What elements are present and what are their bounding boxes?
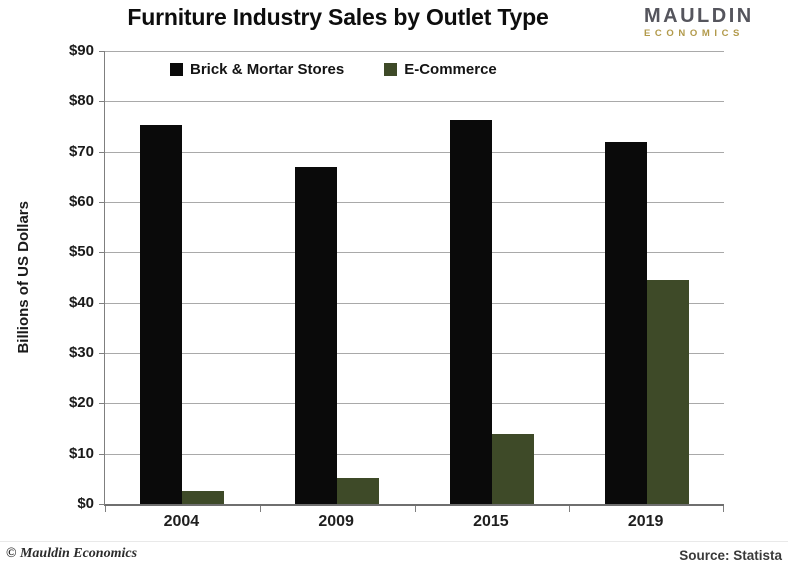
legend-label: Brick & Mortar Stores bbox=[190, 61, 345, 78]
logo-subtitle: ECONOMICS bbox=[644, 28, 744, 39]
x-axis-tick bbox=[105, 506, 106, 512]
mauldin-economics-logo: MAULDIN ECONOMICS bbox=[644, 6, 782, 39]
gridline bbox=[105, 302, 724, 304]
bar-brick-mortar-2004 bbox=[140, 124, 183, 504]
y-tick-label: $20 bbox=[68, 394, 94, 412]
bar-brick-mortar-2015 bbox=[449, 119, 492, 504]
legend-label: E-Commerce bbox=[404, 61, 497, 78]
gridline bbox=[105, 353, 724, 354]
x-axis-tick bbox=[723, 506, 724, 512]
y-axis-tick bbox=[99, 302, 105, 304]
gridline bbox=[105, 151, 724, 153]
y-tick-label: $90 bbox=[68, 42, 94, 59]
plot-area bbox=[99, 51, 724, 512]
y-tick-label: $80 bbox=[68, 92, 94, 110]
y-axis-tick bbox=[99, 101, 105, 103]
legend-item: E-Commerce bbox=[384, 61, 497, 78]
chart-title: Furniture Industry Sales by Outlet Type bbox=[127, 4, 549, 30]
logo-wordmark: MAULDIN bbox=[644, 5, 754, 27]
legend-swatch-brick-mortar bbox=[170, 63, 183, 76]
y-tick-label: $10 bbox=[68, 444, 94, 462]
gridline bbox=[105, 453, 724, 455]
legend-swatch-ecommerce bbox=[384, 63, 398, 76]
y-axis-title-wrap: Billions of US Dollars bbox=[10, 51, 36, 504]
x-axis-tick bbox=[414, 506, 416, 512]
y-tick-label: $70 bbox=[68, 142, 94, 160]
x-axis-tick bbox=[569, 506, 571, 512]
x-tick-label: 2019 bbox=[627, 513, 664, 530]
bar-brick-mortar-2019 bbox=[604, 142, 647, 504]
y-axis-tick bbox=[99, 353, 105, 354]
y-axis-tick bbox=[99, 202, 105, 203]
y-axis-tick bbox=[99, 151, 105, 153]
y-axis-tick bbox=[99, 504, 105, 505]
bar-ecommerce-2019 bbox=[646, 280, 689, 504]
source-text: Source: Statista bbox=[679, 548, 782, 563]
bar-ecommerce-2004 bbox=[182, 491, 225, 504]
y-axis-tick bbox=[99, 453, 105, 455]
y-axis-tick bbox=[99, 51, 105, 52]
x-tick-label: 2015 bbox=[473, 513, 509, 530]
copyright-text: © Mauldin Economics bbox=[6, 546, 138, 561]
x-tick-label: 2004 bbox=[163, 513, 200, 530]
y-axis-tick bbox=[99, 403, 105, 405]
legend-item: Brick & Mortar Stores bbox=[170, 61, 344, 78]
y-tick-label: $30 bbox=[68, 344, 94, 361]
legend: Brick & Mortar Stores E-Commerce bbox=[170, 61, 497, 78]
y-tick-label: $60 bbox=[68, 193, 94, 210]
y-axis-title: Billions of US Dollars bbox=[14, 201, 32, 354]
gridline bbox=[105, 202, 724, 203]
y-tick-label: $50 bbox=[68, 243, 94, 261]
gridline bbox=[105, 101, 724, 103]
y-tick-label: $40 bbox=[68, 293, 94, 311]
gridline bbox=[105, 51, 724, 52]
y-tick-label: $0 bbox=[77, 495, 94, 512]
bar-brick-mortar-2009 bbox=[295, 166, 338, 504]
x-tick-label: 2009 bbox=[318, 513, 354, 530]
x-axis-tick bbox=[259, 506, 261, 512]
y-axis-tick bbox=[99, 252, 105, 254]
footer-divider bbox=[0, 541, 788, 542]
bar-ecommerce-2015 bbox=[491, 433, 534, 504]
gridline bbox=[105, 403, 724, 405]
bar-ecommerce-2009 bbox=[337, 477, 380, 504]
gridline bbox=[105, 252, 724, 254]
